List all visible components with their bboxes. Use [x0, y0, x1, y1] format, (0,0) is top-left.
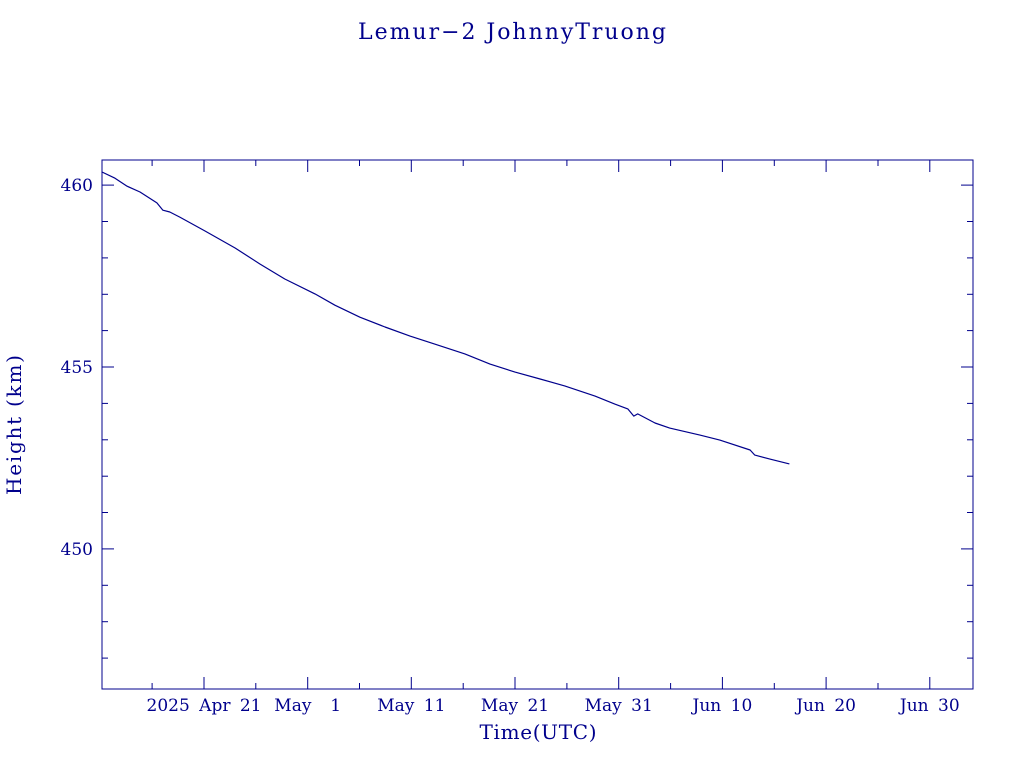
- tick-labels: 2025 Apr 21 May 1 May 11 May 21 May 31 Jun 10…: [61, 176, 960, 716]
- series-line: [101, 171, 790, 465]
- series-layer: [101, 171, 790, 465]
- y-axis-label: Height (km): [2, 355, 26, 495]
- x-tick-label: Jun 30: [898, 696, 960, 716]
- x-tick-label: May 11: [377, 696, 445, 716]
- x-tick-label: Jun 10: [691, 696, 753, 716]
- tick-marks: [102, 160, 973, 689]
- y-tick-label: 460: [61, 176, 93, 196]
- x-tick-label: Jun 20: [794, 696, 856, 716]
- x-tick-label: May 1: [274, 696, 341, 716]
- x-tick-label: May 21: [481, 696, 549, 716]
- chart-title: Lemur−2 JohnnyTruong: [358, 20, 666, 45]
- x-tick-label: 2025 Apr 21: [147, 696, 262, 716]
- x-axis-label: Time(UTC): [480, 720, 597, 744]
- y-tick-label: 450: [61, 540, 93, 560]
- y-tick-label: 455: [61, 358, 93, 378]
- x-tick-label: May 31: [585, 696, 653, 716]
- plot-frame: [101, 159, 974, 690]
